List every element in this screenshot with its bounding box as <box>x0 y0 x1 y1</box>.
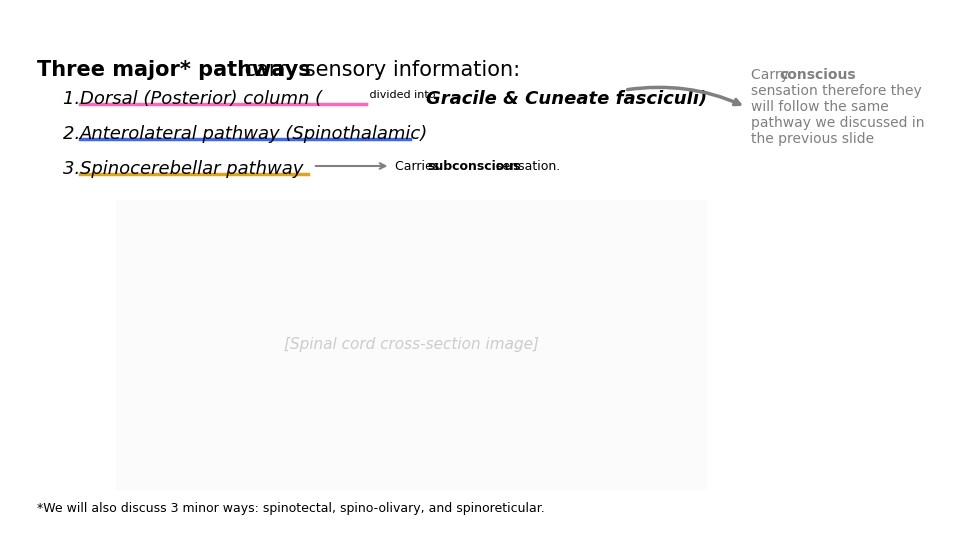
Text: Carries: Carries <box>396 160 444 173</box>
Text: divided into: divided into <box>366 90 439 100</box>
Text: [Spinal cord cross-section image]: [Spinal cord cross-section image] <box>284 338 540 353</box>
Text: the previous slide: the previous slide <box>751 132 874 146</box>
Text: 1.: 1. <box>63 90 86 108</box>
Text: Dorsal (Posterior) column (: Dorsal (Posterior) column ( <box>81 90 323 108</box>
Text: Carry: Carry <box>751 68 793 82</box>
Text: sensation.: sensation. <box>492 160 561 173</box>
Text: carry sensory information:: carry sensory information: <box>238 60 520 80</box>
Text: *We will also discuss 3 minor ways: spinotectal, spino-olivary, and spinoreticul: *We will also discuss 3 minor ways: spin… <box>36 502 544 515</box>
Text: Gracile & Cuneate fasciculi): Gracile & Cuneate fasciculi) <box>426 90 708 108</box>
Text: pathway we discussed in: pathway we discussed in <box>751 116 924 130</box>
Text: conscious: conscious <box>780 68 856 82</box>
Text: 2.: 2. <box>63 125 86 143</box>
Text: Three major* pathways: Three major* pathways <box>36 60 310 80</box>
Text: Anterolateral pathway (Spinothalamic): Anterolateral pathway (Spinothalamic) <box>81 125 429 143</box>
Bar <box>116 200 708 490</box>
Text: will follow the same: will follow the same <box>751 100 888 114</box>
Text: Spinocerebellar pathway: Spinocerebellar pathway <box>81 160 303 178</box>
Text: subconscious: subconscious <box>427 160 520 173</box>
Text: sensation therefore they: sensation therefore they <box>751 84 922 98</box>
Text: 3.: 3. <box>63 160 86 178</box>
